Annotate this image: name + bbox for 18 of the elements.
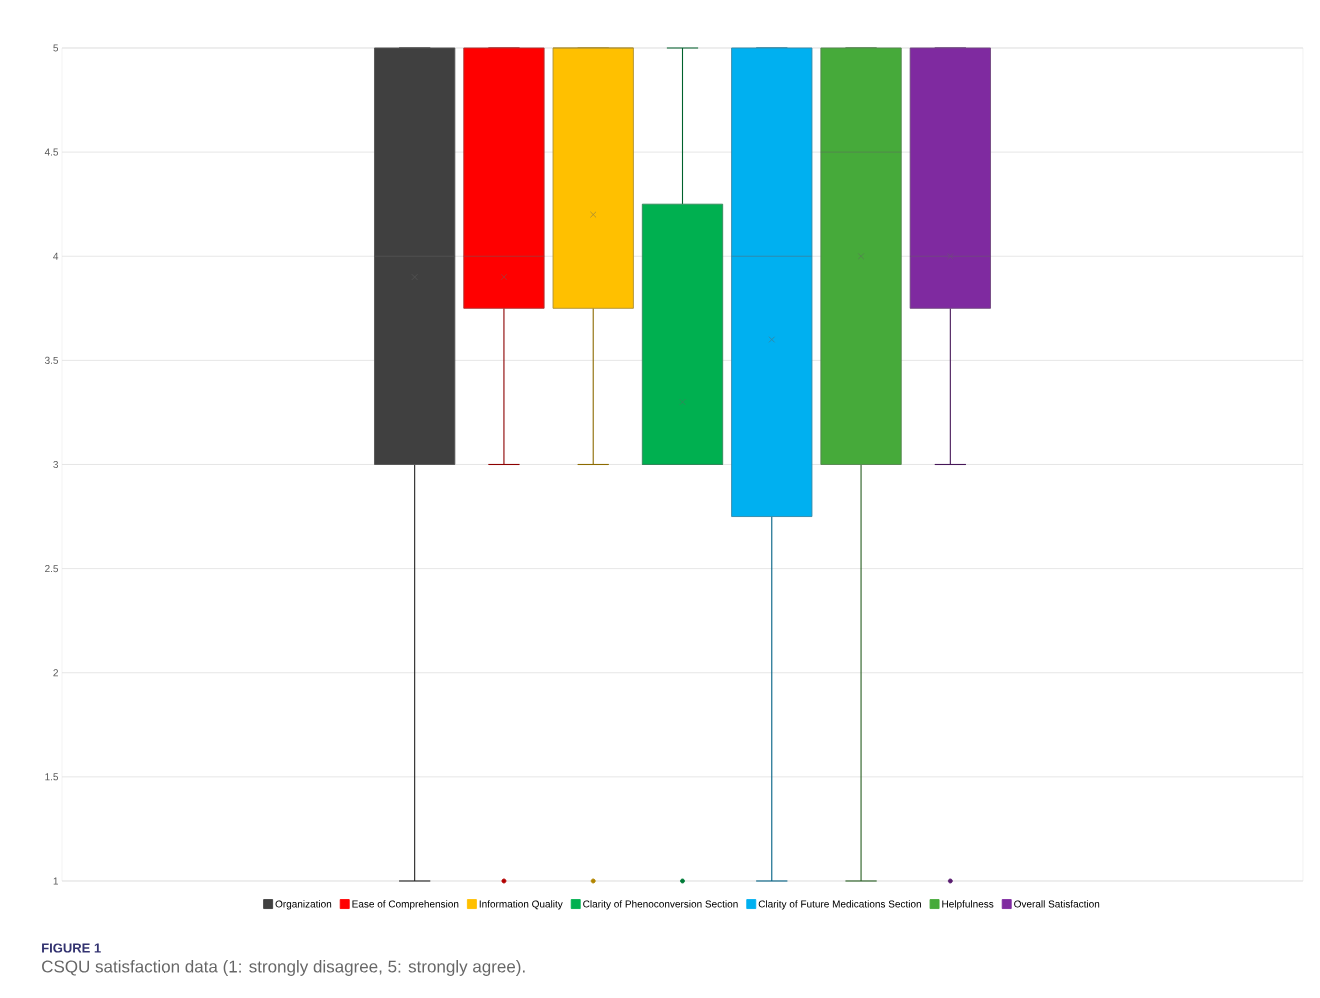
legend-label: Information Quality	[479, 900, 563, 910]
legend-label: Organization	[275, 900, 332, 910]
legend-label: Clarity of Future Medications Section	[758, 900, 921, 910]
y-tick-label: 4	[53, 252, 59, 260]
y-tick-label: 5	[53, 44, 59, 52]
y-tick-label: 1.5	[45, 773, 59, 781]
legend-label: Clarity of Phenoconversion Section	[583, 900, 738, 910]
y-tick-label: 3.5	[44, 356, 59, 364]
y-tick-label: 3	[53, 460, 59, 469]
y-tick-label: 4.5	[44, 148, 59, 156]
legend-label: Ease of Comprehension	[352, 900, 459, 910]
y-tick-label: 2	[53, 669, 58, 677]
legend-label: Overall Satisfaction	[1014, 900, 1100, 908]
text: CSQU satisfaction data (1: strongly disagree, 5: strongly agree).	[42, 960, 525, 976]
y-tick-label: 1	[53, 877, 58, 885]
y-tick-label: 2.5	[45, 565, 59, 573]
legend-label: Helpfulness	[942, 900, 994, 910]
caption: FIGURE 1	[42, 943, 101, 953]
